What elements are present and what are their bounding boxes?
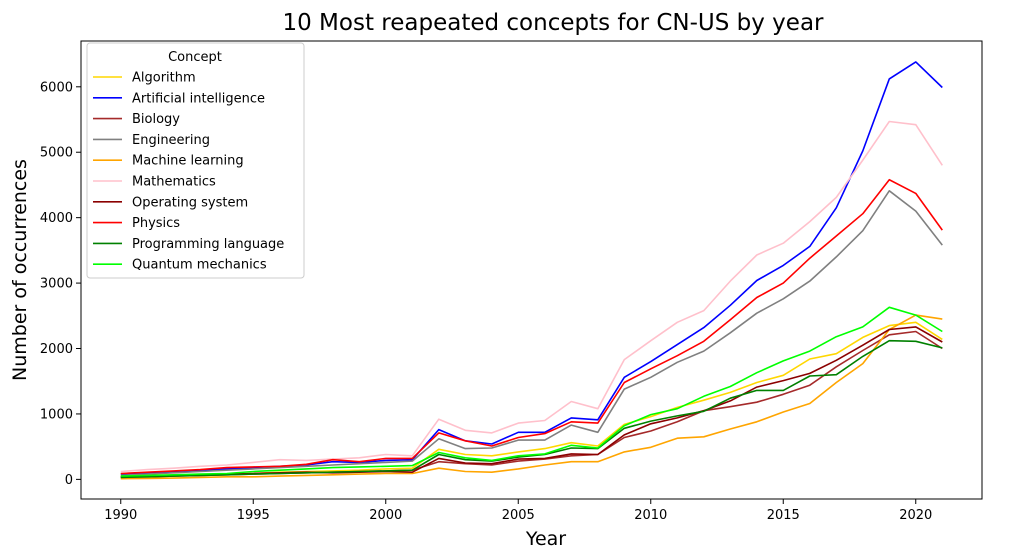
legend-label: Engineering <box>132 133 210 148</box>
legend-label: Algorithm <box>132 71 196 86</box>
series-line-4 <box>120 314 943 480</box>
legend-label: Biology <box>132 112 180 127</box>
x-tick-label: 1990 <box>104 508 137 523</box>
legend-label: Programming language <box>132 237 284 252</box>
series-line-9 <box>120 306 943 477</box>
legend-items: Algorithm Artificial intelligence Biology E… <box>93 71 284 273</box>
legend-label: Mathematics <box>132 175 216 190</box>
y-tick-label: 5000 <box>40 146 73 161</box>
x-axis: 1990 1995 2000 2005 2010 2015 2020 <box>104 499 932 523</box>
y-axis: 0 1000 2000 3000 4000 5000 6000 <box>40 80 81 488</box>
x-tick-label: 2015 <box>767 508 800 523</box>
plot-area <box>120 61 943 480</box>
series-line-5 <box>120 120 943 473</box>
y-tick-label: 3000 <box>40 277 73 292</box>
y-tick-label: 4000 <box>40 211 73 226</box>
legend-label: Physics <box>132 216 180 231</box>
y-axis-label: Number of occurrences <box>9 159 31 381</box>
legend-label: Artificial intelligence <box>132 91 265 106</box>
legend-label: Operating system <box>132 195 248 210</box>
series-line-8 <box>120 339 943 479</box>
x-tick-label: 1995 <box>237 508 270 523</box>
y-tick-label: 2000 <box>40 342 73 357</box>
x-tick-label: 2010 <box>634 508 667 523</box>
series-line-3 <box>120 190 943 477</box>
y-tick-label: 1000 <box>40 407 73 422</box>
legend: Concept Algorithm Artificial intelligence… <box>86 42 305 279</box>
x-tick-label: 2000 <box>369 508 402 523</box>
chart-title: 10 Most reapeated concepts for CN-US by … <box>282 10 824 36</box>
plot-frame <box>80 40 983 500</box>
legend-title: Concept <box>168 50 222 65</box>
y-tick-label: 0 <box>65 473 73 488</box>
x-tick-label: 2020 <box>899 508 932 523</box>
x-tick-label: 2005 <box>502 508 535 523</box>
legend-box <box>86 42 305 279</box>
x-axis-label: Year <box>525 528 566 550</box>
legend-label: Machine learning <box>132 154 244 169</box>
y-tick-label: 6000 <box>40 80 73 95</box>
series-line-7 <box>120 178 943 475</box>
legend-label: Quantum mechanics <box>132 258 267 273</box>
